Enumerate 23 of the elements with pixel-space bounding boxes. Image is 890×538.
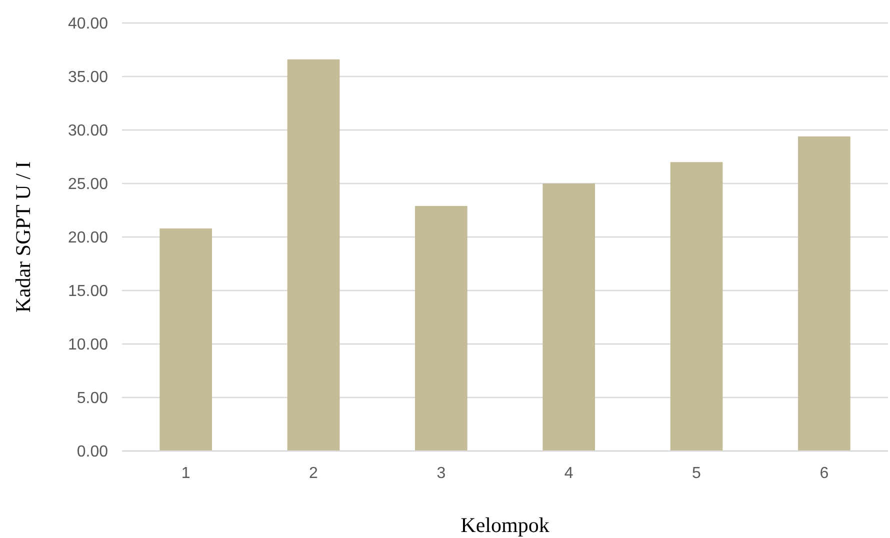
bar [798, 136, 850, 451]
y-axis-title: Kadar SGPT U / I [11, 161, 35, 313]
bar [670, 162, 723, 451]
x-tick-label: 5 [692, 465, 702, 482]
bar [414, 206, 468, 451]
y-tick-label: 0.00 [76, 444, 108, 461]
y-tick-label: 10.00 [68, 336, 108, 354]
y-tick-label: 15.00 [68, 283, 108, 300]
x-tick-label: 4 [564, 465, 574, 482]
x-tick-label: 1 [181, 465, 190, 482]
x-tick-label: 6 [820, 465, 829, 482]
y-tick-label: 40.00 [68, 16, 108, 33]
bar [287, 59, 340, 451]
bar [160, 228, 212, 451]
y-tick-label: 35.00 [68, 69, 108, 86]
x-tick-label: 2 [309, 465, 318, 482]
bar [542, 184, 596, 451]
x-axis-title: Kelompok [460, 513, 550, 537]
x-tick-label: 3 [436, 465, 446, 482]
y-tick-label: 20.00 [68, 230, 108, 247]
y-tick-label: 30.00 [68, 122, 108, 140]
y-tick-label: 25.00 [68, 176, 108, 194]
y-tick-label: 5.00 [76, 390, 108, 408]
